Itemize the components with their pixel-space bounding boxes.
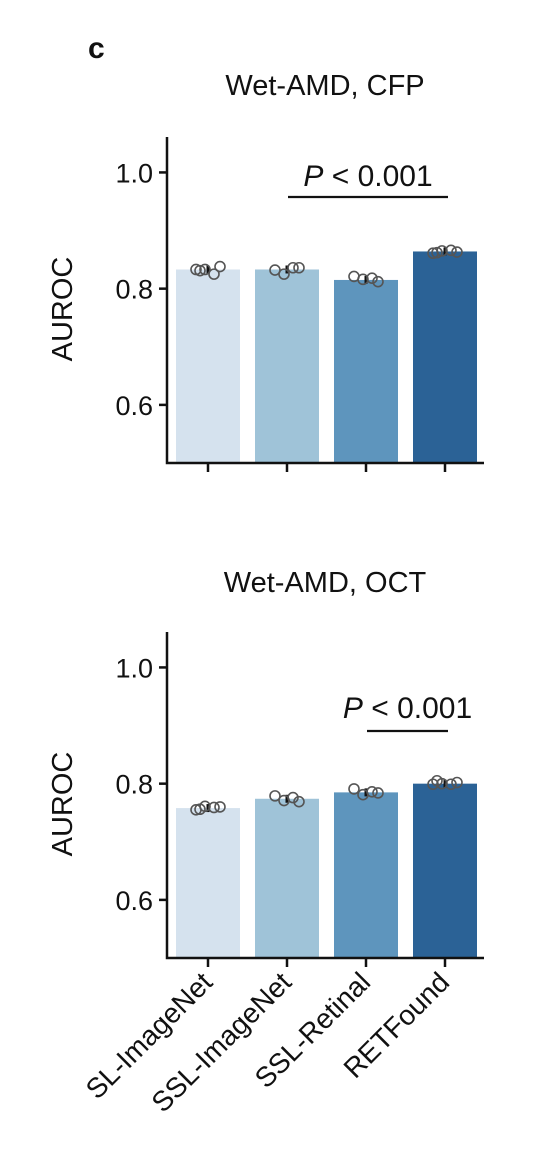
data-point <box>436 245 448 257</box>
p-value-annotation: P < 0.001 <box>343 692 472 725</box>
data-point <box>293 795 305 808</box>
data-point <box>278 268 290 280</box>
bar-ssl-imagenet <box>255 269 319 463</box>
data-point <box>366 785 378 798</box>
data-point <box>293 261 305 274</box>
y-tick-label: 0.8 <box>115 275 153 305</box>
data-point <box>366 272 378 285</box>
y-tick-label: 0.6 <box>115 886 153 916</box>
bar-ssl-imagenet <box>255 798 319 958</box>
bar-retfound <box>413 251 477 463</box>
y-tick-label: 1.0 <box>115 653 153 683</box>
chart-panel-cfp: Wet-AMD, CFP 1.0 0.8 0.6 AUROC P < 0.001 <box>47 70 484 472</box>
data-point <box>451 246 463 258</box>
data-point <box>208 268 220 280</box>
chart-panel-oct: Wet-AMD, OCT 1.0 0.8 0.6 AUROC P < 0.001 <box>47 567 484 967</box>
bar-retfound <box>413 783 477 958</box>
data-point <box>348 783 360 795</box>
data-point <box>431 246 443 259</box>
data-point <box>214 260 226 273</box>
y-tick-label: 0.6 <box>115 391 153 421</box>
data-point <box>269 790 281 802</box>
data-point <box>199 263 211 276</box>
data-point <box>451 776 463 789</box>
data-point <box>194 264 206 277</box>
y-axis-title: AUROC <box>47 752 79 857</box>
bar-sl-imagenet <box>176 269 240 463</box>
data-point <box>214 801 226 813</box>
chart-title: Wet-AMD, OCT <box>224 567 427 599</box>
data-point <box>287 261 299 274</box>
chart-title: Wet-AMD, CFP <box>225 70 424 102</box>
p-value-annotation: P < 0.001 <box>303 160 432 193</box>
y-tick-label: 1.0 <box>115 158 153 188</box>
data-point <box>431 774 443 787</box>
panel-label: c <box>88 32 105 65</box>
bar-ssl-retinal <box>334 279 398 463</box>
bar-sl-imagenet <box>176 808 240 958</box>
y-axis-title: AUROC <box>47 257 79 362</box>
data-point <box>445 244 457 257</box>
category-label-ssl-imagenet: SSL-ImageNet <box>145 966 297 1118</box>
data-point <box>445 778 457 791</box>
data-point <box>372 787 384 799</box>
data-point <box>372 275 384 288</box>
axis-lines <box>165 137 484 465</box>
y-tick-label: 0.8 <box>115 770 153 800</box>
data-point <box>287 791 299 804</box>
data-point <box>194 803 206 816</box>
data-point <box>357 273 369 286</box>
category-axis-labels: SL-ImageNetSSL-ImageNetSSL-RetinalRETFou… <box>80 966 456 1118</box>
axis-lines <box>165 632 484 960</box>
data-point <box>208 801 220 814</box>
bar-ssl-retinal <box>334 792 398 958</box>
